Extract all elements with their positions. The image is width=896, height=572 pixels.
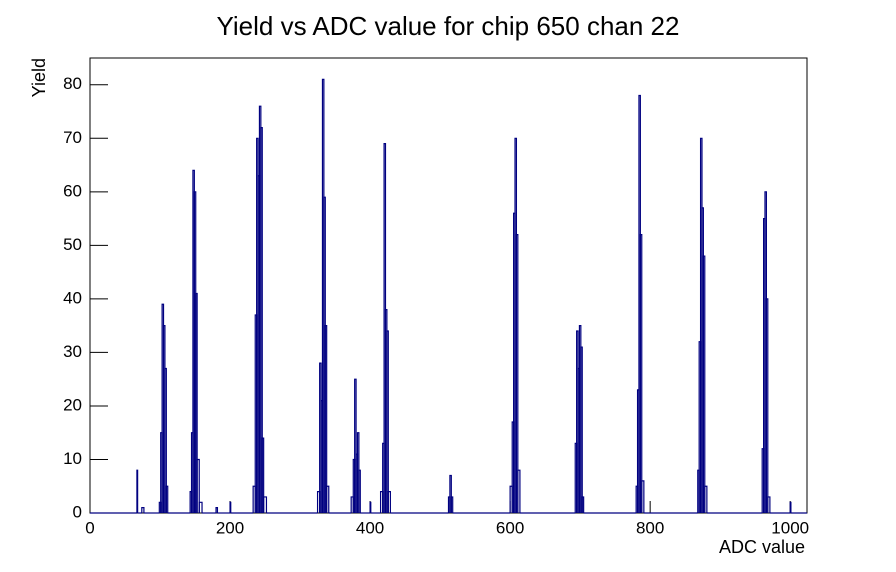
y-tick-label: 40 — [63, 288, 82, 307]
chart-title: Yield vs ADC value for chip 650 chan 22 — [217, 11, 680, 41]
y-tick-label: 0 — [73, 502, 82, 521]
histogram-bin — [354, 378, 357, 513]
y-tick-label: 60 — [63, 181, 82, 200]
histogram-bin — [263, 496, 268, 513]
histogram-bin — [261, 437, 265, 513]
histogram-bin — [789, 501, 792, 513]
histogram-bin — [704, 485, 708, 513]
histogram-bin — [641, 480, 645, 513]
histogram-bin — [198, 501, 203, 513]
histogram-bin — [702, 255, 706, 513]
histogram-bin — [450, 496, 454, 513]
y-axis-label: Yield — [29, 58, 49, 97]
histogram-bin — [260, 126, 263, 513]
y-tick-label: 70 — [63, 128, 82, 147]
histogram-bin — [369, 501, 372, 513]
x-axis-label: ADC value — [719, 537, 805, 557]
x-tick-label: 400 — [356, 518, 384, 537]
histogram-bin — [215, 507, 219, 513]
histogram-bin — [165, 485, 169, 513]
y-tick-label: 50 — [63, 235, 82, 254]
histogram-bin — [449, 474, 452, 513]
histogram-bin — [386, 330, 389, 513]
histogram-bin — [196, 458, 200, 513]
histogram-bin — [580, 346, 583, 513]
histogram-bin — [639, 234, 643, 513]
histogram-bin — [765, 298, 769, 513]
histogram-bin — [387, 490, 391, 513]
histogram-bin — [195, 292, 198, 513]
x-tick-label: 200 — [216, 518, 244, 537]
y-tick-label: 10 — [63, 449, 82, 468]
histogram-bin — [517, 469, 521, 513]
histogram-bin — [326, 485, 330, 513]
x-tick-label: 1000 — [771, 518, 809, 537]
histogram-bin — [581, 496, 585, 513]
histogram-bin — [358, 469, 361, 513]
histogram-bin — [229, 501, 232, 513]
x-tick-label: 800 — [636, 518, 664, 537]
histogram-bin — [141, 507, 145, 513]
y-tick-label: 80 — [63, 74, 82, 93]
histogram-bin — [767, 496, 771, 513]
x-tick-label: 600 — [496, 518, 524, 537]
x-tick-label: 0 — [85, 518, 94, 537]
histogram-bin — [515, 234, 519, 513]
y-tick-label: 20 — [63, 395, 82, 414]
histogram-bin — [136, 469, 139, 513]
y-tick-label: 30 — [63, 342, 82, 361]
histogram-bin — [164, 367, 167, 513]
histogram-bin — [324, 325, 328, 513]
